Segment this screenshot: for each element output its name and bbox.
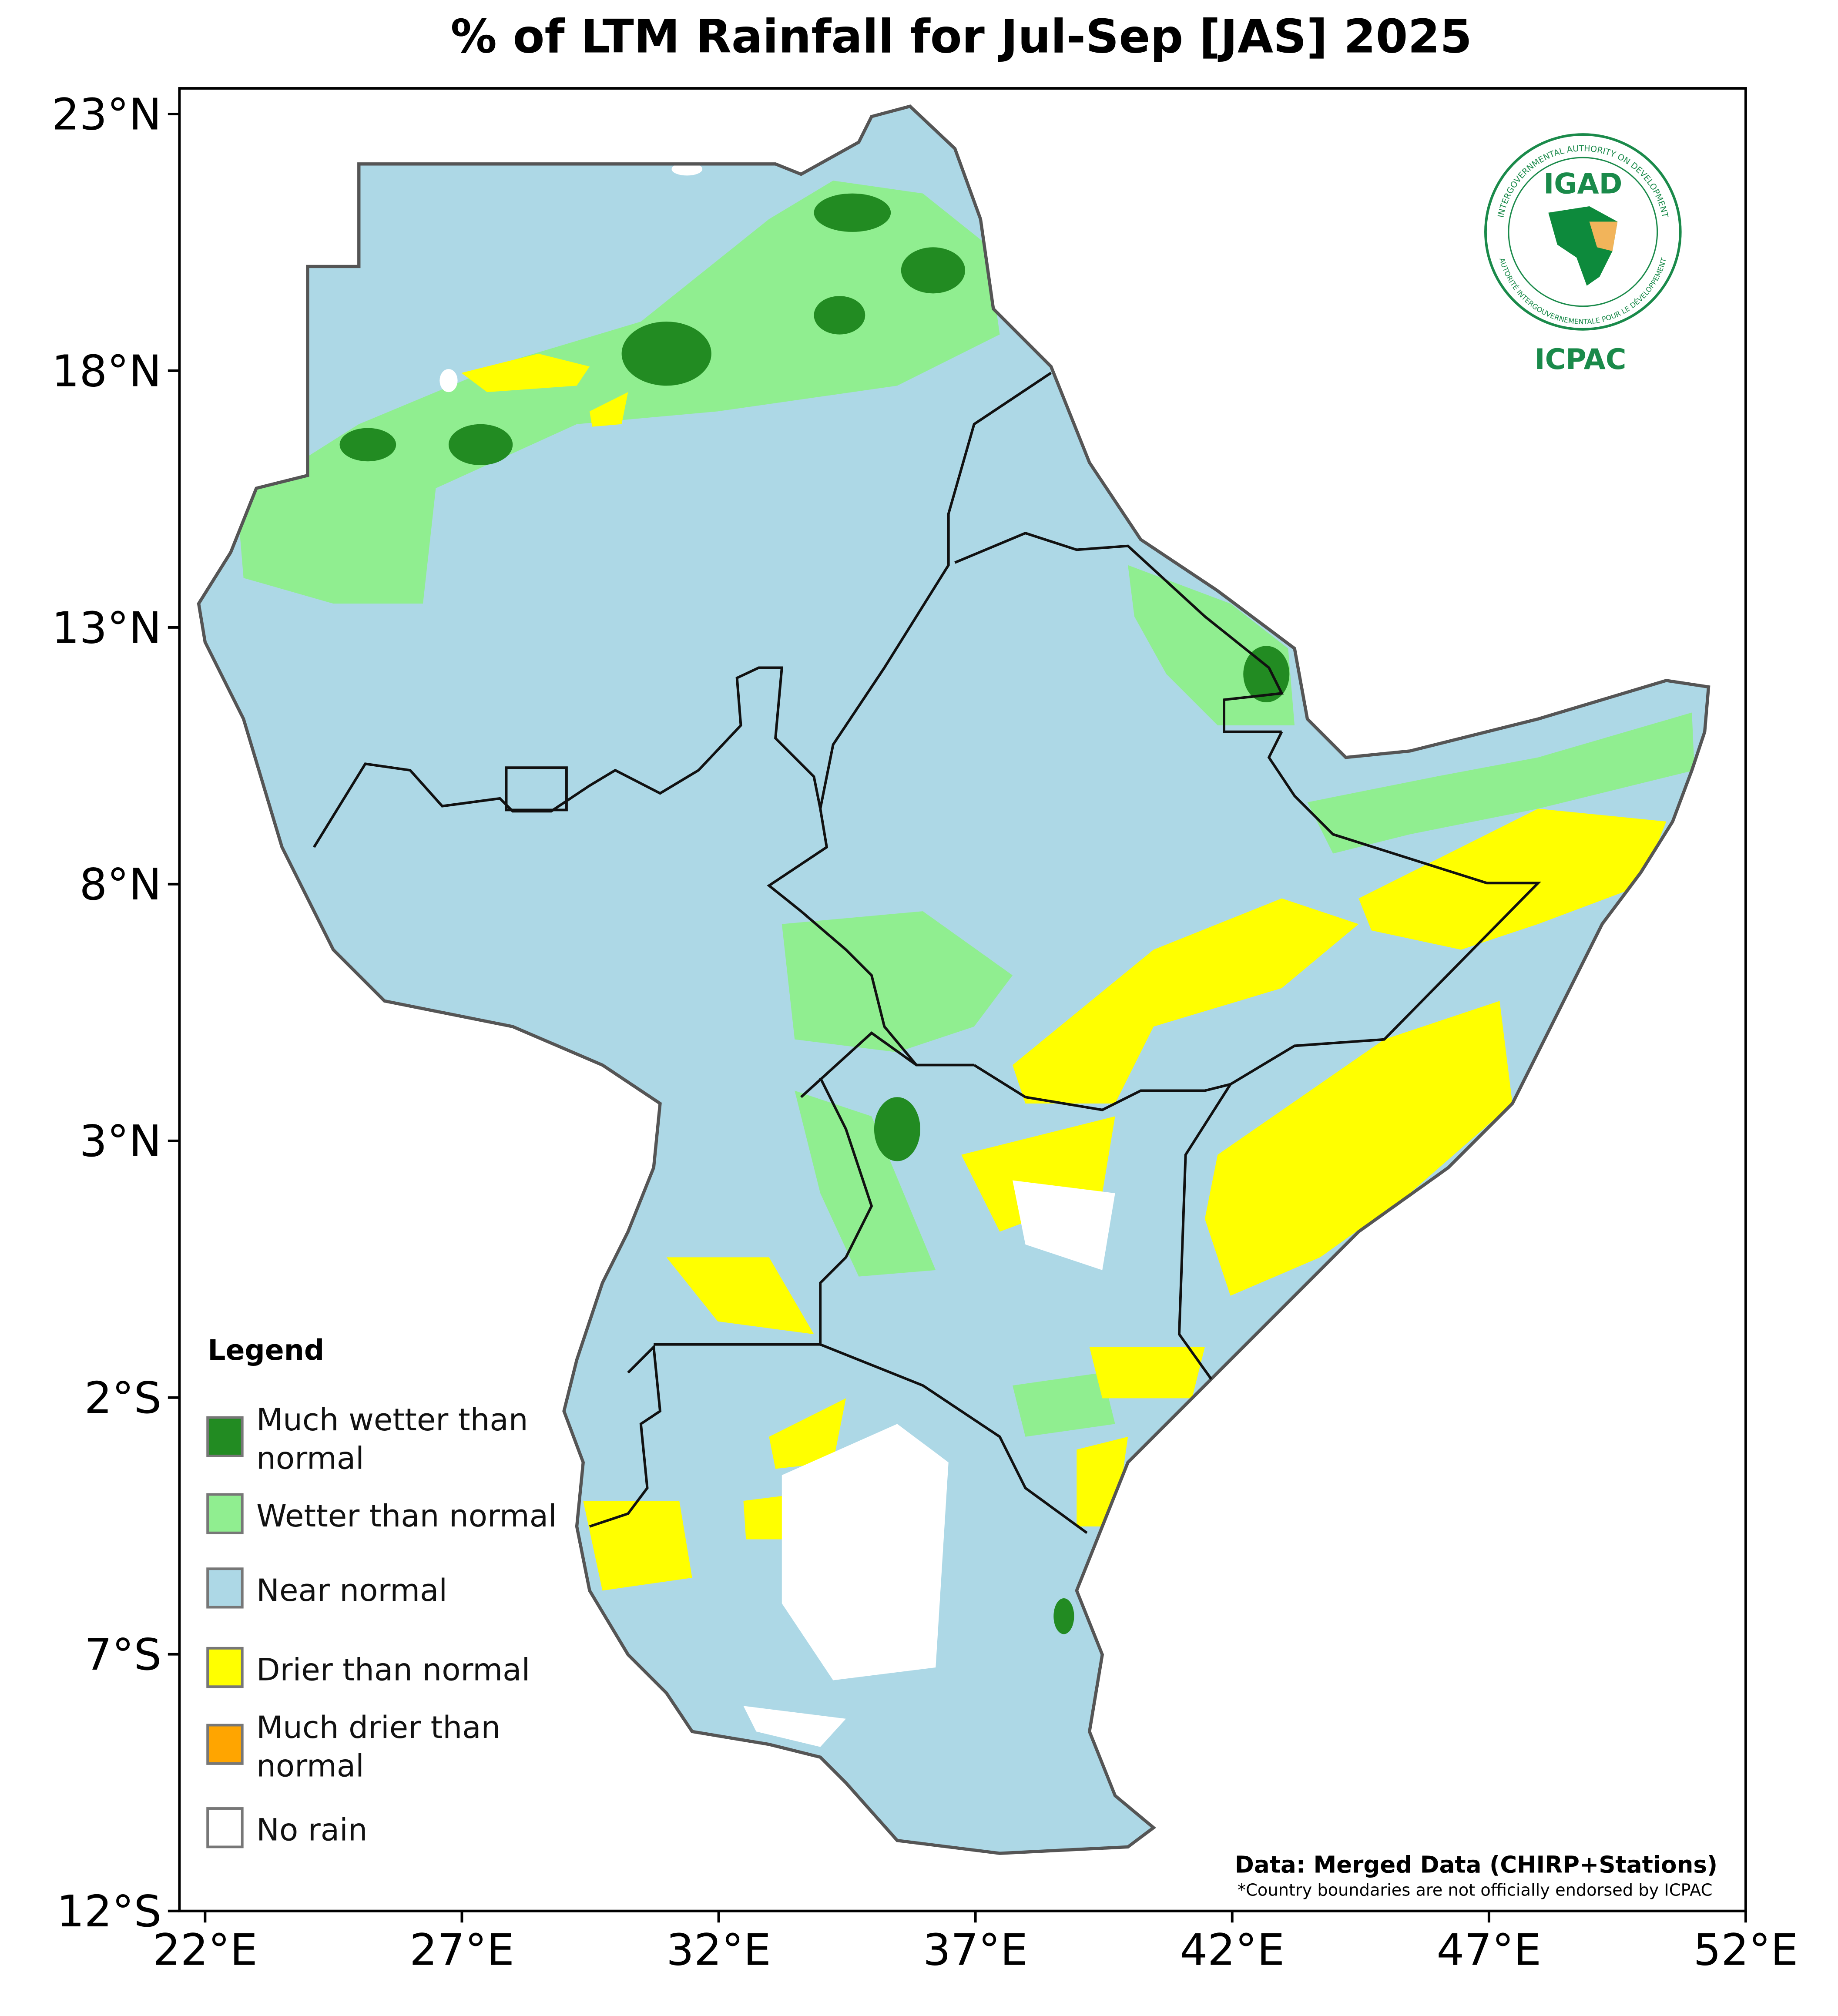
y-tick-label: 7°S bbox=[84, 1629, 161, 1680]
legend-swatch bbox=[206, 1416, 244, 1457]
x-tick-label: 37°E bbox=[923, 1924, 1028, 1975]
legend-label-box: Wetter than normal bbox=[256, 1475, 628, 1557]
data-source: Data: Merged Data (CHIRP+Stations) bbox=[1235, 1851, 1717, 1878]
x-tick-label: 27°E bbox=[409, 1924, 514, 1975]
legend-swatch bbox=[206, 1647, 244, 1688]
y-tick-label: 3°N bbox=[79, 1116, 161, 1167]
x-tick-label: 52°E bbox=[1694, 1924, 1798, 1975]
y-tick-label: 18°N bbox=[52, 346, 161, 396]
legend-swatch bbox=[206, 1493, 244, 1534]
logo-ring bbox=[1508, 157, 1658, 307]
y-tick-label: 13°N bbox=[52, 602, 161, 653]
legend-label-box: Much wetter than normal bbox=[256, 1398, 628, 1480]
legend-title: Legend bbox=[208, 1334, 324, 1367]
x-tick-label: 32°E bbox=[666, 1924, 771, 1975]
legend-label-box: No rain bbox=[256, 1789, 628, 1872]
legend-label: Near normal bbox=[256, 1573, 448, 1609]
rainfall-map bbox=[198, 106, 1709, 1854]
logo-igad-region bbox=[1589, 221, 1618, 252]
x-tick-label: 22°E bbox=[153, 1924, 258, 1975]
y-tick-label: 12°S bbox=[57, 1886, 161, 1937]
plot-frame bbox=[178, 87, 1747, 1912]
x-tick-label: 42°E bbox=[1180, 1924, 1285, 1975]
footnote: *Country boundaries are not officially e… bbox=[1238, 1880, 1712, 1900]
legend-entry: Drier than normal bbox=[256, 1629, 628, 1711]
legend-label-box: Near normal bbox=[256, 1550, 628, 1632]
chart-title: % of LTM Rainfall for Jul-Sep [JAS] 2025 bbox=[450, 10, 1472, 64]
legend-label: Drier than normal bbox=[256, 1652, 530, 1688]
legend-label: No rain bbox=[256, 1812, 368, 1848]
drier-areas bbox=[461, 353, 1667, 1591]
legend-entry: Much drier than normal bbox=[256, 1706, 628, 1788]
y-tick-label: 23°N bbox=[52, 89, 161, 140]
legend-swatch bbox=[206, 1724, 244, 1765]
no-rain-areas bbox=[439, 162, 1115, 1747]
legend-entry: Near normal bbox=[256, 1550, 628, 1632]
legend-label: Much drier than normal bbox=[256, 1710, 501, 1785]
legend-swatch bbox=[206, 1807, 244, 1848]
legend-label-box: Much drier than normal bbox=[256, 1706, 628, 1788]
y-tick-label: 8°N bbox=[79, 859, 161, 910]
logo-title: IGAD bbox=[1543, 168, 1622, 201]
legend-entry: No rain bbox=[256, 1789, 628, 1872]
legend-label: Wetter than normal bbox=[256, 1498, 557, 1534]
logo-subtitle: ICPAC bbox=[1534, 343, 1626, 376]
legend: Legend Much wetter than normal Wetter than… bbox=[206, 1334, 628, 1872]
legend-label-box: Drier than normal bbox=[256, 1629, 628, 1711]
wetter-areas bbox=[237, 181, 1695, 1437]
legend-swatch bbox=[206, 1567, 244, 1609]
x-tick-label: 47°E bbox=[1436, 1924, 1541, 1975]
axes: 22°E 27°E 32°E 37°E 42°E 47°E 52°E 23°N 18°N 13°N… bbox=[52, 89, 1798, 1975]
legend-entry: Wetter than normal bbox=[256, 1475, 628, 1557]
legend-label: Much wetter than normal bbox=[256, 1402, 528, 1477]
y-tick-label: 2°S bbox=[84, 1372, 161, 1423]
country-borders bbox=[313, 372, 1541, 1534]
legend-entry: Much wetter than normal bbox=[256, 1398, 628, 1480]
